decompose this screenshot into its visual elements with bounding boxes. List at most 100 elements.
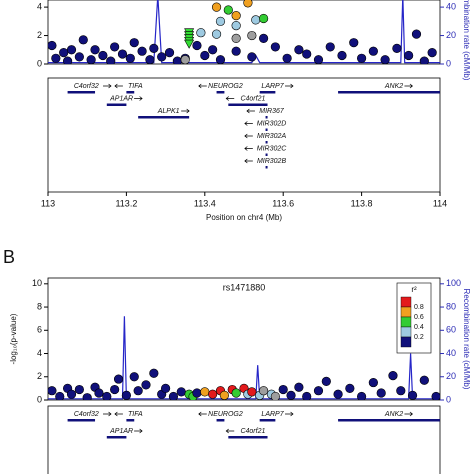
y-tick-label: 0 [37, 58, 42, 68]
gene-label: LARP7 [261, 411, 284, 418]
panel-label: B [3, 247, 15, 267]
gene-body [265, 116, 268, 119]
gene-body [67, 419, 96, 422]
snp-point [231, 33, 241, 44]
gene-label: AP1AR [109, 428, 133, 435]
plot-frame [47, 0, 441, 65]
y-tick-label: 2 [37, 371, 42, 381]
strand-arrow [103, 411, 112, 417]
gene-body [106, 436, 127, 439]
gene-label: NEUROG2 [208, 411, 243, 418]
legend-label: 0.8 [414, 304, 424, 311]
snp-point [82, 393, 92, 400]
gene-body [338, 91, 440, 94]
gene-body [228, 436, 268, 439]
snp-point [286, 390, 296, 400]
snp-point [192, 40, 202, 51]
gene-label: ANK2 [384, 83, 403, 90]
plot-frame [47, 277, 441, 401]
snp-point [270, 391, 280, 400]
snp-point [368, 377, 378, 388]
gene-label: MIR302A [257, 133, 287, 140]
snp-point [302, 49, 312, 59]
snp-point [259, 13, 269, 24]
snp-point [94, 388, 104, 398]
gene-label: TIFA [128, 411, 143, 418]
snp-point [196, 28, 206, 38]
snp-point [259, 33, 269, 44]
snp-point [74, 384, 84, 395]
y2-tick-label: 100 [446, 278, 461, 288]
snp-point [110, 384, 120, 395]
snp-point [427, 48, 437, 58]
legend-swatch [400, 296, 412, 308]
snp-point [161, 383, 171, 393]
y-tick-label: 8 [37, 301, 42, 311]
strand-arrow [246, 108, 255, 114]
gene-body [216, 91, 225, 94]
snp-point [86, 55, 96, 64]
snp-point [407, 390, 418, 400]
snp-point [110, 42, 120, 52]
gene-label: NEUROG2 [208, 83, 243, 90]
y2-tick-label: 20 [446, 371, 456, 381]
snp-point [278, 384, 288, 395]
y-tick-label: 4 [37, 348, 42, 358]
strand-arrow [181, 108, 190, 114]
strand-arrow [244, 133, 253, 139]
snp-point [404, 50, 414, 61]
snp-point [137, 46, 147, 56]
snp-point [388, 371, 398, 381]
strand-arrow [244, 158, 253, 164]
strand-arrow [225, 428, 235, 434]
gene-body [126, 91, 135, 94]
snp-point [392, 43, 402, 53]
strand-arrow [198, 411, 207, 417]
gene-label: LARP7 [261, 83, 284, 90]
snp-point [215, 55, 226, 64]
legend-swatch [400, 326, 412, 338]
snp-point [376, 388, 386, 398]
y2-tick-label: 20 [446, 30, 456, 40]
snp-point [129, 38, 139, 48]
strand-arrow [285, 83, 294, 89]
snp-point [63, 56, 73, 64]
snp-point [368, 46, 378, 56]
snp-point [66, 45, 77, 55]
gene-panel [47, 77, 441, 193]
plot-area [48, 316, 440, 400]
legend-label: 0.2 [414, 334, 424, 341]
snp-point [282, 53, 292, 63]
gene-label: MIR302D [257, 120, 287, 127]
strand-arrow [103, 83, 112, 89]
snp-point [149, 368, 159, 378]
legend-label: 0.6 [414, 314, 424, 321]
y2-axis-label: Recombination rate (cM/Mb) [462, 289, 471, 390]
recombination-line [48, 316, 440, 400]
gene-body [67, 91, 96, 94]
snp-point [231, 20, 241, 31]
snp-point [211, 29, 222, 39]
strand-arrow [198, 83, 207, 89]
snp-point [149, 43, 159, 53]
gene-label: C4orf21 [240, 428, 265, 435]
gene-body [138, 116, 190, 119]
chart-title: rs1471880 [223, 282, 266, 292]
snp-point [200, 387, 210, 397]
snp-point [102, 391, 112, 400]
strand-arrow [285, 411, 294, 417]
strand-arrow [114, 411, 123, 417]
snp-point [200, 50, 210, 61]
snp-point [192, 388, 202, 398]
x-tick-label: 113.6 [272, 198, 294, 208]
gene-label: MIR302C [257, 145, 288, 152]
y2-axis-label: Recombination rate (cM/Mb) [462, 0, 471, 81]
snp-point [157, 52, 167, 62]
snp-point [208, 45, 218, 55]
gene-body [126, 419, 135, 422]
strand-arrow [244, 146, 253, 151]
snp-point [219, 390, 229, 400]
gene-panel [47, 405, 441, 474]
snp-point [411, 29, 422, 39]
strand-arrow [114, 83, 123, 89]
